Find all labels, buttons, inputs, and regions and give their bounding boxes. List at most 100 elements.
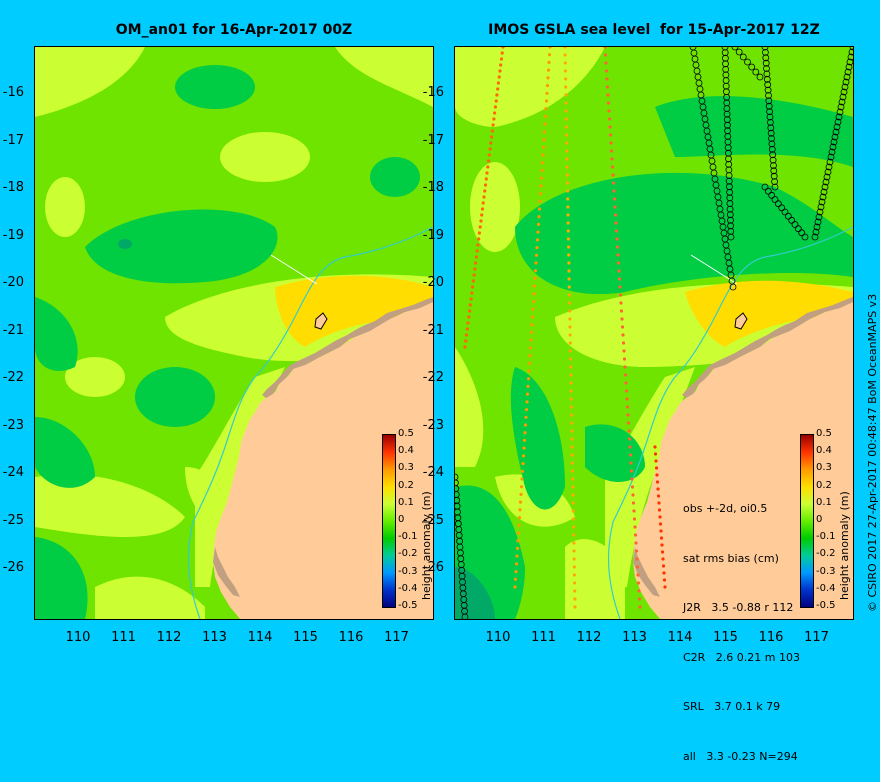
observation-marker (573, 605, 577, 609)
observation-marker (613, 205, 617, 209)
colorbar-tick-label: -0.3 (398, 565, 418, 577)
observation-marker (832, 128, 840, 136)
observation-marker (566, 229, 570, 233)
observation-marker (609, 141, 613, 145)
observation-marker (519, 492, 523, 496)
observation-marker (481, 201, 485, 205)
observation-marker (567, 277, 571, 281)
observation-marker (536, 230, 540, 234)
colorbar-tick-label: 0.5 (816, 428, 832, 439)
observation-marker (624, 389, 629, 393)
observation-marker (535, 246, 539, 250)
observation-marker (659, 536, 664, 540)
observation-marker (531, 307, 535, 311)
observation-marker (498, 69, 502, 73)
x-tick-label: 113 (622, 630, 647, 645)
observation-marker (463, 345, 467, 349)
observation-marker (569, 389, 573, 393)
y-tick-label: -16 (422, 85, 444, 100)
left-colorbar-title: height anomaly (m) (420, 491, 433, 600)
observation-marker (565, 133, 569, 137)
x-tick-label: 110 (485, 630, 511, 645)
observation-marker (566, 205, 570, 209)
observation-marker (635, 565, 640, 569)
island (734, 312, 748, 330)
y-tick-label: -25 (2, 512, 24, 528)
observation-marker (496, 87, 500, 91)
observation-marker (655, 480, 660, 484)
colorbar-tick-label: 0.4 (816, 445, 832, 457)
observation-marker (632, 509, 636, 513)
coastline-shelf (682, 297, 853, 398)
positive-anomaly-region (35, 47, 145, 117)
observation-marker (829, 143, 837, 151)
observation-marker (499, 63, 503, 67)
observation-marker (744, 58, 751, 66)
observation-marker (521, 462, 525, 466)
observation-marker (801, 233, 809, 241)
observation-marker (798, 229, 806, 237)
observation-marker (658, 515, 662, 519)
observation-marker (569, 381, 573, 385)
observation-marker (569, 397, 573, 401)
observation-marker (564, 125, 568, 129)
observation-marker (533, 269, 538, 273)
observation-marker (830, 138, 838, 146)
observation-marker (762, 54, 770, 62)
observation-marker (532, 284, 537, 288)
observation-marker (471, 285, 475, 289)
observation-marker (455, 473, 459, 481)
observation-marker (516, 539, 520, 543)
positive-anomaly-region (65, 357, 125, 397)
observation-marker (764, 187, 772, 195)
y-tick-label: -23 (2, 417, 24, 433)
observation-marker (473, 267, 477, 271)
observation-marker (841, 83, 849, 91)
observation-marker (490, 135, 494, 139)
colorbar-tick-label: -0.5 (398, 600, 418, 611)
right-map-svg (455, 47, 853, 619)
observation-marker (621, 333, 625, 337)
observation-marker (761, 47, 769, 51)
observation-marker (531, 300, 536, 304)
observation-marker (756, 73, 764, 81)
observation-marker (605, 85, 610, 89)
observation-marker (662, 578, 667, 582)
colorbar-tick-label: -0.2 (398, 548, 418, 560)
observation-marker (608, 133, 613, 137)
observation-marker (604, 69, 609, 73)
observation-marker (514, 562, 519, 566)
right-map-panel (454, 46, 854, 620)
observation-marker (619, 309, 624, 313)
observation-marker (731, 47, 739, 51)
observation-marker (486, 165, 490, 169)
y-tick-label: -19 (422, 227, 444, 243)
observation-marker (660, 543, 664, 547)
observation-marker (617, 269, 621, 273)
observation-marker (769, 151, 777, 159)
stats-line: J2R 3.5 -0.88 r 112 (683, 601, 794, 614)
observation-marker (615, 237, 619, 241)
x-tick-label: 115 (293, 630, 318, 645)
observation-marker (739, 53, 747, 61)
observation-marker (573, 581, 577, 585)
observation-marker (846, 58, 853, 66)
observation-marker (572, 525, 576, 529)
observation-marker (474, 255, 478, 259)
observation-marker (517, 516, 522, 520)
observation-marker (836, 108, 844, 116)
observation-marker (573, 597, 577, 601)
observation-marker (534, 253, 539, 257)
observation-marker (623, 373, 628, 377)
observation-marker (499, 57, 504, 61)
observation-marker (612, 197, 617, 201)
observation-marker (522, 438, 527, 442)
x-tick-label: 117 (384, 630, 409, 645)
observation-marker (612, 189, 616, 193)
observation-marker (568, 325, 572, 329)
observation-marker (726, 205, 734, 213)
y-tick-label: -26 (422, 560, 444, 575)
observation-marker (570, 445, 574, 449)
observation-marker (658, 522, 663, 526)
observation-marker (543, 122, 547, 126)
